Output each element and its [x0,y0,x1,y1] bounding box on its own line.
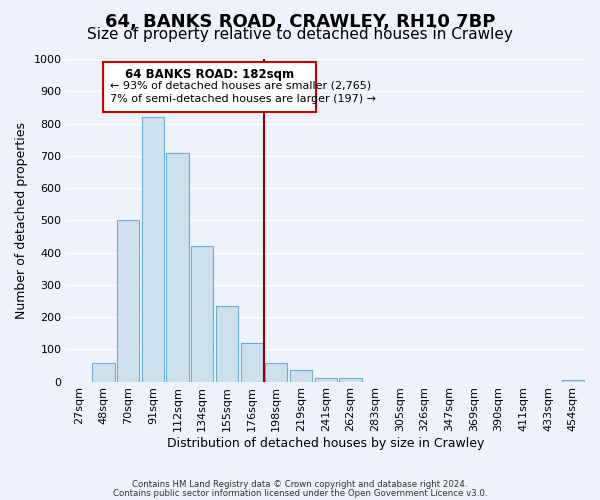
Bar [290,370,312,382]
FancyBboxPatch shape [103,62,316,112]
Bar [562,380,584,382]
Text: ← 93% of detached houses are smaller (2,765): ← 93% of detached houses are smaller (2,… [110,80,371,90]
Text: Contains HM Land Registry data © Crown copyright and database right 2024.: Contains HM Land Registry data © Crown c… [132,480,468,489]
Bar [314,378,337,382]
Bar [191,246,214,382]
Bar [166,152,188,382]
Text: 7% of semi-detached houses are larger (197) →: 7% of semi-detached houses are larger (1… [110,94,376,104]
Text: 64 BANKS ROAD: 182sqm: 64 BANKS ROAD: 182sqm [125,68,294,80]
Bar [339,378,362,382]
Bar [117,220,139,382]
X-axis label: Distribution of detached houses by size in Crawley: Distribution of detached houses by size … [167,437,484,450]
Bar [216,306,238,382]
Text: Size of property relative to detached houses in Crawley: Size of property relative to detached ho… [87,28,513,42]
Bar [265,363,287,382]
Text: Contains public sector information licensed under the Open Government Licence v3: Contains public sector information licen… [113,488,487,498]
Bar [92,363,115,382]
Y-axis label: Number of detached properties: Number of detached properties [15,122,28,319]
Bar [142,117,164,382]
Bar [241,343,263,382]
Text: 64, BANKS ROAD, CRAWLEY, RH10 7BP: 64, BANKS ROAD, CRAWLEY, RH10 7BP [105,12,495,30]
